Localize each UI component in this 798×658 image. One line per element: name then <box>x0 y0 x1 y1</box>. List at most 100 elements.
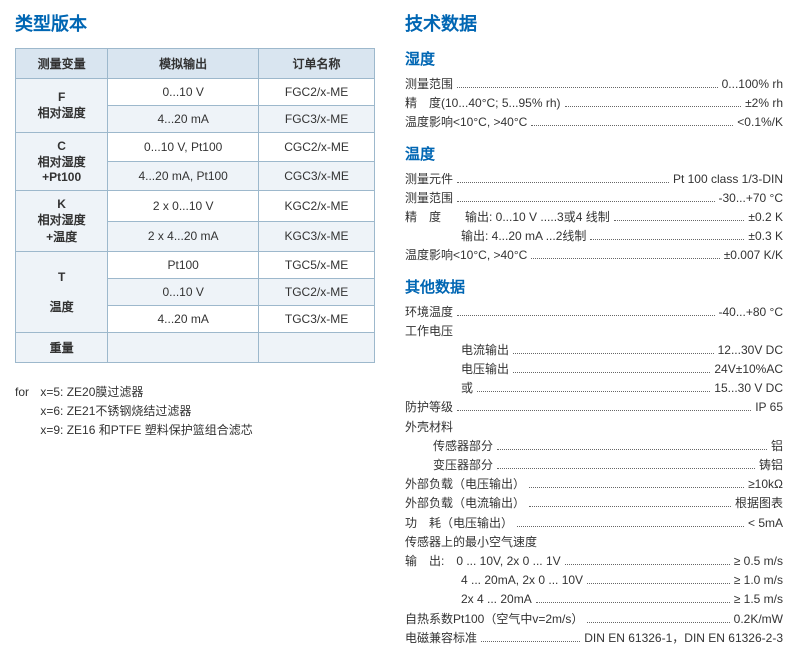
spec-fill <box>517 526 744 527</box>
group-label: T温度 <box>16 252 108 333</box>
group-label: C相对湿度+Pt100 <box>16 133 108 191</box>
cell-order: CGC3/x-ME <box>259 162 375 191</box>
spec-value: 0...100% rh <box>722 75 783 94</box>
spec-value: ≥ 1.5 m/s <box>734 590 783 609</box>
spec-fill <box>513 353 714 354</box>
section-title: 温度 <box>405 143 783 164</box>
spec-value: <0.1%/K <box>737 113 783 132</box>
spec-label: 外部负载（电压输出） <box>405 475 525 494</box>
spec-label: 测量元件 <box>405 170 453 189</box>
cell-order: FGC2/x-ME <box>259 79 375 106</box>
spec-line: 自热系数Pt100（空气中v=2m/s）0.2K/mW <box>405 610 783 629</box>
spec-label: 输 出: 0 ... 10V, 2x 0 ... 1V <box>405 552 561 571</box>
spec-value: < 5mA <box>748 514 783 533</box>
cell-order: KGC3/x-ME <box>259 221 375 252</box>
spec-label: 传感器部分 <box>405 437 493 456</box>
spec-line: 工作电压 <box>405 322 783 341</box>
spec-fill <box>565 564 730 565</box>
spec-line: 4 ... 20mA, 2x 0 ... 10V≥ 1.0 m/s <box>405 571 783 590</box>
spec-value: 15...30 V DC <box>714 379 783 398</box>
spec-label: 电磁兼容标准 <box>405 629 477 648</box>
spec-line: 温度影响<10°C, >40°C±0.007 K/K <box>405 246 783 265</box>
spec-line: 环境温度-40...+80 °C <box>405 303 783 322</box>
spec-line: 输 出: 0 ... 10V, 2x 0 ... 1V≥ 0.5 m/s <box>405 552 783 571</box>
notes-prefix: for <box>15 385 29 399</box>
spec-line: 输出: 4...20 mA ...2线制±0.3 K <box>405 227 783 246</box>
spec-label: 精 度 输出: 0...10 V .....3或4 线制 <box>405 208 610 227</box>
spec-label: 传感器上的最小空气速度 <box>405 533 537 552</box>
spec-fill <box>457 182 669 183</box>
spec-fill <box>529 487 744 488</box>
group-label: 重量 <box>16 333 108 363</box>
spec-label: 外部负载（电流输出） <box>405 494 525 513</box>
cell-output: 2 x 4...20 mA <box>108 221 259 252</box>
cell-order: TGC2/x-ME <box>259 279 375 306</box>
spec-label: 电压输出 <box>405 360 509 379</box>
spec-label: 输出: 4...20 mA ...2线制 <box>405 227 586 246</box>
spec-label: 电流输出 <box>405 341 509 360</box>
spec-label: 2x 4 ... 20mA <box>405 590 532 609</box>
table-header: 订单名称 <box>259 49 375 79</box>
spec-line: 测量范围-30...+70 °C <box>405 189 783 208</box>
spec-line: 精 度 输出: 0...10 V .....3或4 线制±0.2 K <box>405 208 783 227</box>
spec-value: 铸铝 <box>759 456 783 475</box>
cell-output: 0...10 V, Pt100 <box>108 133 259 162</box>
spec-line: 精 度(10...40°C; 5...95% rh)±2% rh <box>405 94 783 113</box>
spec-value: -40...+80 °C <box>719 303 784 322</box>
cell-order: KGC2/x-ME <box>259 191 375 222</box>
spec-line: 传感器上的最小空气速度 <box>405 533 783 552</box>
note-line: x=6: ZE21不锈钢烧结过滤器 <box>40 402 252 421</box>
spec-line: 测量范围 0...100% rh <box>405 75 783 94</box>
spec-fill <box>457 315 714 316</box>
notes-block: for x=5: ZE20膜过滤器x=6: ZE21不锈钢烧结过滤器x=9: Z… <box>15 383 375 441</box>
spec-fill <box>513 372 710 373</box>
spec-fill <box>497 449 767 450</box>
spec-line: 外壳材料 <box>405 418 783 437</box>
spec-fill <box>477 391 710 392</box>
cell-order: TGC3/x-ME <box>259 306 375 333</box>
cell-output <box>108 333 259 363</box>
spec-line: 防护等级 IP 65 <box>405 398 783 417</box>
group-label: K相对湿度+温度 <box>16 191 108 252</box>
spec-fill <box>536 602 730 603</box>
cell-output: 2 x 0...10 V <box>108 191 259 222</box>
spec-label: 或 <box>405 379 473 398</box>
spec-label: 工作电压 <box>405 322 453 341</box>
spec-line: 电磁兼容标准 DIN EN 61326-1，DIN EN 61326-2-3 <box>405 629 783 648</box>
spec-label: 测量范围 <box>405 75 453 94</box>
spec-value: 铝 <box>771 437 783 456</box>
spec-fill <box>531 258 719 259</box>
spec-line: 电流输出12...30V DC <box>405 341 783 360</box>
group-label: F相对湿度 <box>16 79 108 133</box>
section-title: 其他数据 <box>405 276 783 297</box>
spec-fill <box>457 87 718 88</box>
spec-value: ≥10kΩ <box>748 475 783 494</box>
spec-fill <box>614 220 745 221</box>
spec-value: DIN EN 61326-1，DIN EN 61326-2-3 <box>584 629 783 648</box>
cell-order <box>259 333 375 363</box>
spec-fill <box>481 641 580 642</box>
spec-label: 功 耗（电压输出） <box>405 514 513 533</box>
spec-fill <box>457 201 714 202</box>
spec-label: 防护等级 <box>405 398 453 417</box>
spec-label: 外壳材料 <box>405 418 453 437</box>
spec-line: 外部负载（电压输出） ≥10kΩ <box>405 475 783 494</box>
cell-output: 0...10 V <box>108 79 259 106</box>
spec-line: 功 耗（电压输出） < 5mA <box>405 514 783 533</box>
spec-line: 变压器部分铸铝 <box>405 456 783 475</box>
spec-fill <box>587 583 730 584</box>
spec-label: 温度影响<10°C, >40°C <box>405 246 527 265</box>
spec-line: 传感器部分 铝 <box>405 437 783 456</box>
spec-value: IP 65 <box>755 398 783 417</box>
cell-output: 4...20 mA, Pt100 <box>108 162 259 191</box>
spec-label: 温度影响<10°C, >40°C <box>405 113 527 132</box>
cell-output: 0...10 V <box>108 279 259 306</box>
note-line: x=5: ZE20膜过滤器 <box>40 383 252 402</box>
spec-line: 温度影响<10°C, >40°C <0.1%/K <box>405 113 783 132</box>
note-line: x=9: ZE16 和PTFE 塑料保护篮组合滤芯 <box>40 421 252 440</box>
cell-output: 4...20 mA <box>108 106 259 133</box>
spec-line: 或 15...30 V DC <box>405 379 783 398</box>
spec-value: 24V±10%AC <box>714 360 783 379</box>
spec-value: 根据图表 <box>735 494 783 513</box>
spec-fill <box>497 468 755 469</box>
